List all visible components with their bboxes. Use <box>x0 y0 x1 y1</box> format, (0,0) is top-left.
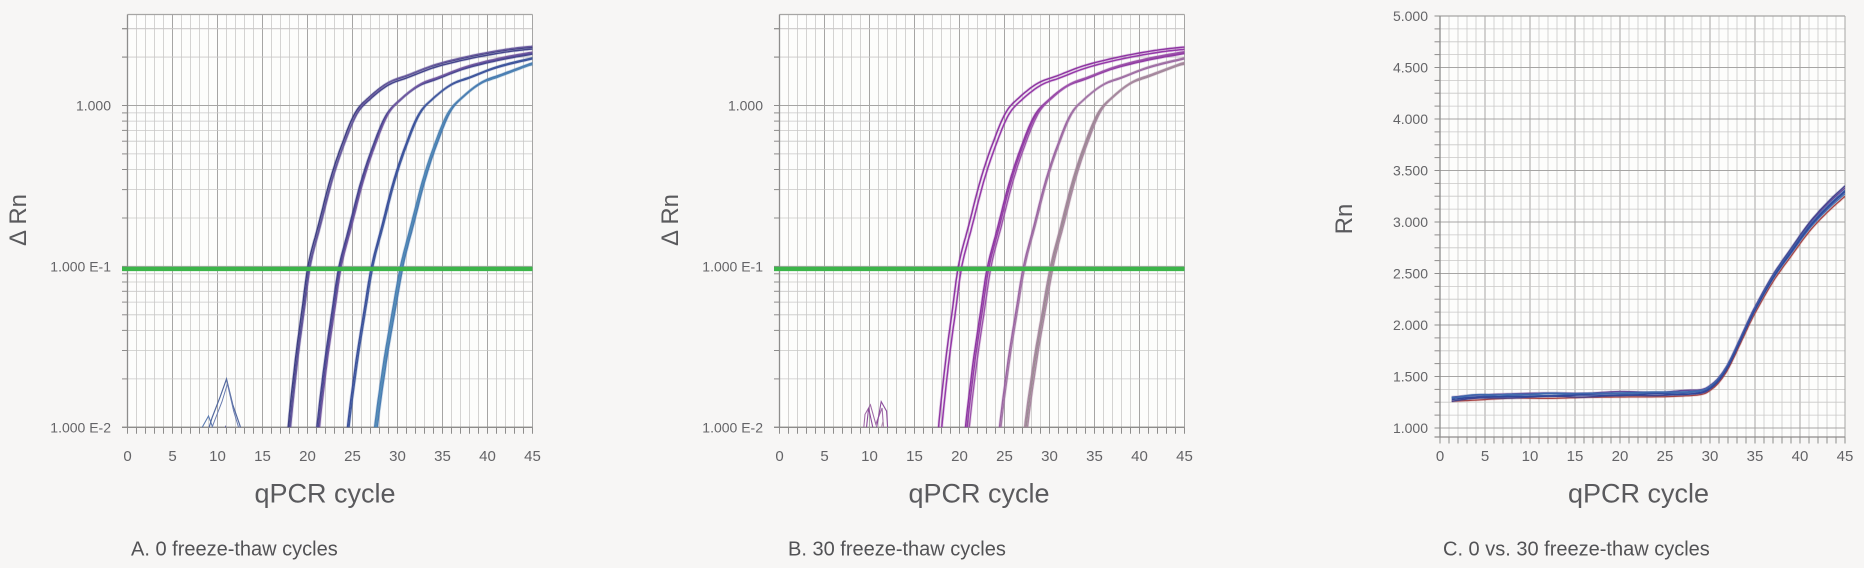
svg-text:4.000: 4.000 <box>1393 111 1428 127</box>
svg-text:1.000: 1.000 <box>1393 420 1428 436</box>
svg-text:30: 30 <box>1702 448 1719 465</box>
svg-text:30: 30 <box>389 448 406 465</box>
svg-text:10: 10 <box>1522 448 1539 465</box>
svg-text:35: 35 <box>1086 448 1103 465</box>
svg-text:3.500: 3.500 <box>1393 163 1428 179</box>
svg-text:1.000 E-2: 1.000 E-2 <box>50 419 111 435</box>
svg-text:Δ Rn: Δ Rn <box>5 194 32 246</box>
svg-text:qPCR cycle: qPCR cycle <box>254 479 395 509</box>
svg-text:0: 0 <box>123 448 131 465</box>
svg-text:45: 45 <box>524 448 541 465</box>
svg-text:40: 40 <box>479 448 496 465</box>
svg-text:20: 20 <box>951 448 968 465</box>
svg-text:40: 40 <box>1792 448 1809 465</box>
svg-text:25: 25 <box>996 448 1013 465</box>
svg-text:10: 10 <box>209 448 226 465</box>
svg-text:20: 20 <box>1612 448 1629 465</box>
svg-text:45: 45 <box>1837 448 1854 465</box>
svg-text:45: 45 <box>1176 448 1193 465</box>
svg-text:5: 5 <box>1481 448 1489 465</box>
svg-text:1.000: 1.000 <box>76 98 111 114</box>
svg-text:40: 40 <box>1131 448 1148 465</box>
svg-text:A. 0 freeze-thaw cycles: A. 0 freeze-thaw cycles <box>131 539 338 561</box>
svg-text:35: 35 <box>434 448 451 465</box>
svg-text:3.000: 3.000 <box>1393 214 1428 230</box>
svg-text:1.000: 1.000 <box>728 98 763 114</box>
svg-text:Δ Rn: Δ Rn <box>657 194 684 246</box>
svg-text:10: 10 <box>861 448 878 465</box>
svg-text:25: 25 <box>344 448 361 465</box>
svg-text:1.500: 1.500 <box>1393 369 1428 385</box>
svg-text:1.000 E-2: 1.000 E-2 <box>702 419 763 435</box>
svg-text:0: 0 <box>1436 448 1444 465</box>
svg-text:qPCR cycle: qPCR cycle <box>908 479 1049 509</box>
svg-text:15: 15 <box>1567 448 1584 465</box>
svg-text:20: 20 <box>299 448 316 465</box>
svg-text:2.000: 2.000 <box>1393 317 1428 333</box>
svg-text:30: 30 <box>1041 448 1058 465</box>
svg-text:25: 25 <box>1657 448 1674 465</box>
svg-text:35: 35 <box>1747 448 1764 465</box>
svg-text:5: 5 <box>820 448 828 465</box>
svg-text:qPCR cycle: qPCR cycle <box>1568 479 1709 509</box>
svg-text:5: 5 <box>168 448 176 465</box>
svg-text:15: 15 <box>906 448 923 465</box>
svg-text:1.000 E-1: 1.000 E-1 <box>50 258 111 274</box>
svg-text:Rn: Rn <box>1331 204 1358 235</box>
svg-text:C. 0 vs. 30 freeze-thaw cycles: C. 0 vs. 30 freeze-thaw cycles <box>1443 539 1710 561</box>
svg-text:4.500: 4.500 <box>1393 60 1428 76</box>
svg-text:1.000 E-1: 1.000 E-1 <box>702 258 763 274</box>
svg-text:2.500: 2.500 <box>1393 266 1428 282</box>
svg-text:B. 30 freeze-thaw cycles: B. 30 freeze-thaw cycles <box>788 539 1006 561</box>
svg-text:15: 15 <box>254 448 271 465</box>
svg-text:5.000: 5.000 <box>1393 8 1428 24</box>
svg-text:0: 0 <box>775 448 783 465</box>
